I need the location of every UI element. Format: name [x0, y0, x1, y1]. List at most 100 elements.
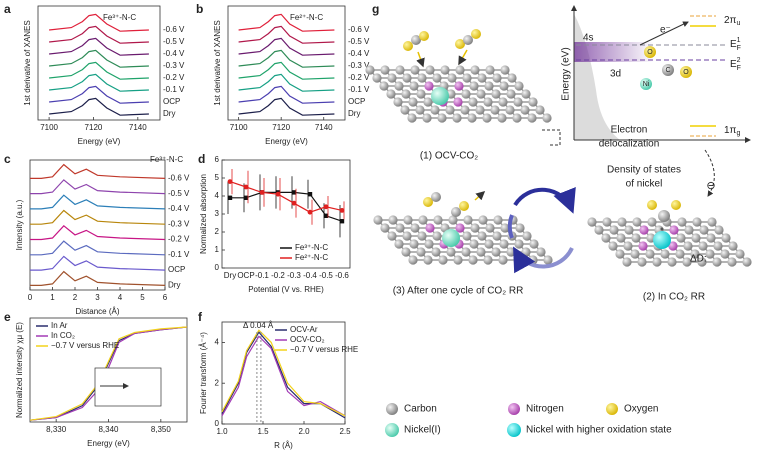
atom: [637, 257, 647, 267]
atom: [470, 65, 480, 75]
atom: [483, 255, 493, 265]
atom: [433, 215, 443, 225]
atom: [401, 89, 411, 99]
atom: [698, 241, 708, 251]
atom: [623, 241, 633, 251]
legend-label: Fe²⁺-N-C: [295, 253, 328, 262]
state-label: (2) In CO₂ RR: [643, 292, 705, 303]
y-tick-label: 2: [215, 227, 220, 236]
atom: [379, 81, 389, 91]
atom: [400, 105, 410, 115]
atom: [491, 89, 501, 99]
atom: [453, 255, 463, 265]
atom: [617, 217, 627, 227]
atom: [638, 241, 648, 251]
flow-arrow: [458, 49, 468, 66]
atom: [380, 223, 390, 233]
atom: [409, 239, 419, 249]
atom: [683, 241, 693, 251]
atom: [468, 255, 478, 265]
series-line: [49, 73, 149, 92]
y-axis-label: Normalized intensity χμ (E): [15, 322, 24, 418]
atom: [485, 65, 495, 75]
series-line: [30, 240, 166, 256]
x-tick-label: 2: [73, 293, 78, 302]
atom: [707, 217, 717, 227]
level-label-sub: g: [736, 130, 740, 137]
atom: [409, 81, 419, 91]
molecule-atom: [471, 29, 481, 39]
atom: [714, 225, 724, 235]
molecule-atom: [463, 35, 473, 45]
atom: [616, 233, 626, 243]
curve-label: -0.6 V: [163, 25, 185, 34]
molecule-atom: [419, 31, 429, 41]
atom: [394, 81, 404, 91]
atom: [668, 241, 678, 251]
panel-letter: b: [196, 2, 203, 16]
legend-atom: [606, 403, 618, 415]
x-axis-label: Energy (eV): [78, 137, 121, 146]
y-tick-label: 5: [215, 173, 220, 182]
curve-label: Dry: [163, 109, 175, 118]
x-axis-label: of nickel: [626, 179, 663, 190]
atom: [386, 89, 396, 99]
atom: [609, 225, 619, 235]
x-tick-label: 2.0: [298, 427, 310, 436]
molecule-atom: [640, 78, 652, 90]
atom: [454, 81, 464, 91]
molecule-atom: [680, 66, 692, 78]
atom: [394, 239, 404, 249]
x-tick-label: 1: [50, 293, 55, 302]
curve-label: Dry: [348, 109, 360, 118]
curve-label: -0.6 V: [168, 173, 190, 182]
marker: [307, 209, 313, 215]
note: Electron: [611, 125, 648, 136]
atom: [425, 65, 435, 75]
atom: [408, 97, 418, 107]
y-axis-label: Intensity (a.u.): [15, 199, 24, 250]
atom: [529, 239, 539, 249]
atom: [410, 65, 420, 75]
atom: [402, 231, 412, 241]
series-line: [238, 97, 335, 116]
series-line: [30, 270, 166, 286]
x-tick-label: 3: [95, 293, 100, 302]
cycle-arrow: [513, 186, 576, 214]
curve-label: OCP: [348, 97, 365, 106]
atom: [690, 249, 700, 259]
atom: [440, 65, 450, 75]
atom: [365, 65, 375, 75]
state-label: (1) OCV-CO₂: [420, 151, 478, 162]
atom: [432, 231, 442, 241]
y-axis-label: Normalized absorption: [199, 174, 208, 254]
curve-label: -0.4 V: [348, 49, 370, 58]
annotation: Δ 0.04 Å: [243, 321, 274, 330]
fermi-label-base: E: [730, 59, 737, 70]
charts: a Fe³⁺-N-C Energy (eV) 1st derivative of XA…: [4, 2, 370, 450]
legend-label: OCV-CO₂: [290, 335, 325, 344]
atom: [499, 239, 509, 249]
atom: [647, 217, 657, 227]
molecule-atom: [644, 46, 656, 58]
x-tick-label: 7100: [230, 123, 248, 132]
atom: [667, 257, 677, 267]
atom: [490, 105, 500, 115]
atom: [461, 89, 471, 99]
y-tick-label: 4: [215, 191, 220, 200]
series-line: [49, 85, 149, 104]
atom: [484, 239, 494, 249]
fermi-label-sup: 1: [737, 37, 741, 44]
x-tick-label: 8,350: [151, 425, 172, 434]
atom: [622, 257, 632, 267]
atom: [401, 247, 411, 257]
atom: [485, 223, 495, 233]
marker: [227, 179, 233, 185]
x-tick-label: 7140: [315, 123, 333, 132]
atom-label: O: [683, 69, 689, 76]
atom: [373, 215, 383, 225]
curve-label: -0.4 V: [168, 204, 190, 213]
molecule-atom: [411, 35, 421, 45]
legend-label: Fe³⁺-N-C: [295, 243, 328, 252]
atom: [388, 215, 398, 225]
